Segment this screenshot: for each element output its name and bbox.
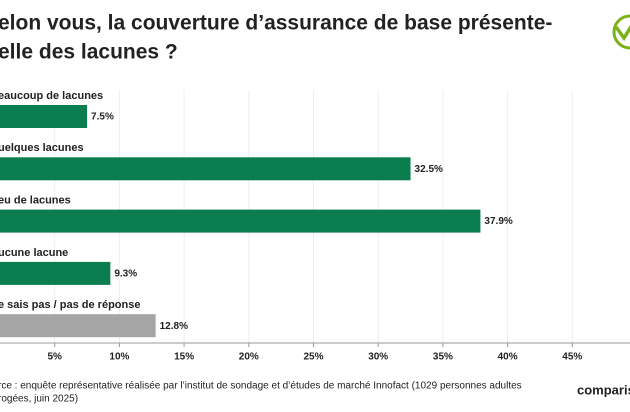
- x-tick-label: 20%: [239, 352, 259, 363]
- value-label: 7.5%: [91, 112, 114, 123]
- x-tick-label: 25%: [303, 352, 323, 363]
- value-label: 9.3%: [114, 269, 137, 280]
- source-note: rogées, juin 2025): [0, 394, 78, 405]
- category-label: uelques lacunes: [0, 142, 84, 154]
- x-tick-label: 40%: [498, 352, 518, 363]
- x-tick-label: 35%: [433, 352, 453, 363]
- bar: [0, 157, 411, 181]
- brand-logo: comparis.: [577, 382, 630, 397]
- bar: [0, 261, 111, 285]
- category-label: ucune lacune: [0, 247, 68, 259]
- x-tick-label: 15%: [174, 352, 194, 363]
- x-tick-label: 45%: [562, 352, 582, 363]
- category-label: eaucoup de lacunes: [0, 90, 103, 102]
- chart-title: elle des lacunes ?: [0, 41, 178, 64]
- x-tick-label: 10%: [109, 352, 129, 363]
- chart-title: elon vous, la couverture d’assurance de …: [0, 12, 552, 35]
- bar: [0, 314, 156, 338]
- logo-icon: [612, 14, 630, 50]
- source-note: rce : enquête représentative réalisée pa…: [0, 381, 522, 392]
- bar: [0, 209, 481, 233]
- x-tick-label: 30%: [368, 352, 388, 363]
- category-label: e sais pas / pas de réponse: [0, 299, 140, 311]
- value-label: 12.8%: [160, 321, 188, 332]
- category-label: eu de lacunes: [0, 195, 71, 207]
- value-label: 37.9%: [484, 216, 512, 227]
- value-label: 32.5%: [415, 164, 443, 175]
- bar: [0, 105, 88, 128]
- x-tick-label: 5%: [47, 352, 62, 363]
